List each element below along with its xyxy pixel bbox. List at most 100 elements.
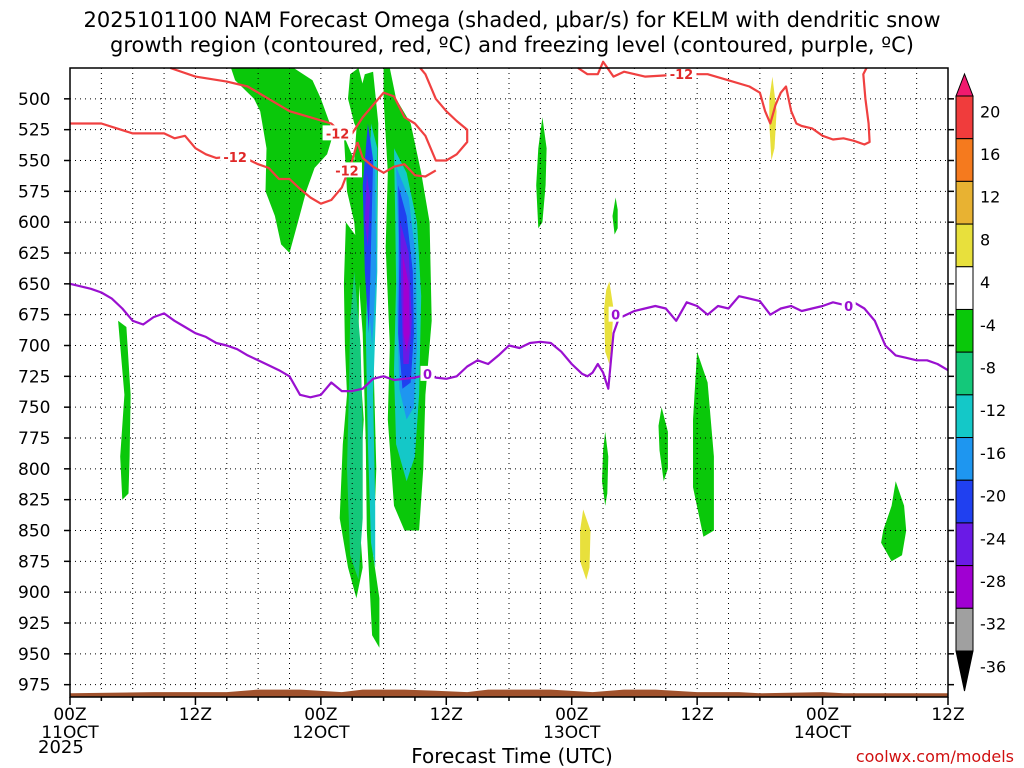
credit-link[interactable]: coolwx.com/models <box>855 747 1014 766</box>
omega-shading <box>118 68 907 648</box>
colorbar-label-0: 20 <box>980 102 1000 121</box>
chart-title: 2025101100 NAM Forecast Omega (shaded, μ… <box>0 8 1024 58</box>
y-tick-label-875: 875 <box>18 552 50 572</box>
colorbar-top-arrow <box>955 72 974 97</box>
colorbar-label-11: -28 <box>980 572 1006 591</box>
x-tick-date-48: 13OCT <box>543 723 601 743</box>
omega-region-16 <box>536 117 547 229</box>
y-tick-label-600: 600 <box>18 213 50 233</box>
y-tick-label-750: 750 <box>18 398 50 418</box>
dgz-label-bg-0 <box>220 148 251 164</box>
freezing-label-bg-0 <box>420 365 435 381</box>
colorbar-label-9: -20 <box>980 487 1006 506</box>
y-tick-label-725: 725 <box>18 367 50 387</box>
colorbar-segment-9 <box>955 479 974 524</box>
omega-region-12 <box>364 172 370 247</box>
colorbar-label-13: -36 <box>980 657 1006 676</box>
y-tick-label-525: 525 <box>18 121 50 141</box>
freezing-level-contour <box>69 282 949 399</box>
colorbar-segment-4 <box>955 266 974 310</box>
chart-title-line1: 2025101100 NAM Forecast Omega (shaded, μ… <box>83 8 941 32</box>
x-tick-label-24: 00Z <box>304 705 337 725</box>
y-tick-label-775: 775 <box>18 429 50 449</box>
omega-region-14 <box>402 253 410 352</box>
colorbar-label-5: -4 <box>980 316 996 335</box>
y-tick-label-675: 675 <box>18 306 50 326</box>
colorbar-label-8: -16 <box>980 444 1006 463</box>
freezing-label-bg-2 <box>841 298 856 314</box>
plot-area <box>70 68 948 697</box>
y-tick-label-650: 650 <box>18 275 50 295</box>
x-tick-label-60: 12Z <box>681 705 714 725</box>
colorbar-segment-8 <box>955 437 974 481</box>
x-tick-label-84: 12Z <box>931 705 964 725</box>
omega-region-22 <box>604 281 614 364</box>
dgz-contour-2 <box>356 141 437 178</box>
colorbar-segment-1 <box>955 138 974 182</box>
freezing-label-bg-1 <box>608 306 623 322</box>
colorbar-label-7: -12 <box>980 401 1006 420</box>
colorbar-label-12: -32 <box>980 615 1006 634</box>
dgz-contour-3 <box>577 60 871 146</box>
y-tick-label-500: 500 <box>18 90 50 110</box>
omega-region-17 <box>612 197 618 235</box>
x-tick-date-24: 12OCT <box>292 723 350 743</box>
freezing-level-label-0: 0 <box>423 368 432 383</box>
y-tick-label-825: 825 <box>18 491 50 511</box>
x-axis-year-label: 2025 <box>38 737 84 758</box>
dgz-contour-label-2: -12 <box>335 164 359 179</box>
colorbar-segment-6 <box>955 351 974 396</box>
colorbar-label-2: 12 <box>980 188 1000 207</box>
colorbar-segment-7 <box>955 394 974 439</box>
y-axis: 500 525 550 575 600 625 650 675 700 725 750 775 800 8… <box>18 90 954 696</box>
y-tick-label-550: 550 <box>18 152 50 172</box>
y-tick-label-975: 975 <box>18 676 50 696</box>
colorbar-segment-3 <box>955 223 974 268</box>
colorbar-bottom-arrow <box>955 650 974 692</box>
x-axis-title: Forecast Time (UTC) <box>411 744 613 768</box>
x-tick-label-36: 12Z <box>430 705 463 725</box>
colorbar-segment-11 <box>955 565 974 609</box>
y-tick-label-950: 950 <box>18 645 50 665</box>
y-tick-label-925: 925 <box>18 614 50 634</box>
terrain-band <box>70 689 948 697</box>
y-tick-label-900: 900 <box>18 583 50 603</box>
freezing-level-label-1: 0 <box>611 309 620 324</box>
dgz-contour-label-3: -12 <box>670 68 694 83</box>
colorbar-segment-5 <box>955 308 974 353</box>
dgz-contour-1 <box>169 66 469 162</box>
omega-region-19 <box>658 407 668 482</box>
dgz-contour-label-1: -12 <box>326 127 350 142</box>
chart-title-line2: growth region (contoured, red, ºC) and f… <box>110 33 914 57</box>
y-tick-label-575: 575 <box>18 182 50 202</box>
colorbar-segment-2 <box>955 180 974 225</box>
colorbar-segment-10 <box>955 522 974 567</box>
omega-region-20 <box>693 351 714 537</box>
omega-region-15 <box>118 320 131 500</box>
y-tick-label-800: 800 <box>18 460 50 480</box>
omega-region-0 <box>231 68 334 253</box>
x-tick-date-0: 11OCT <box>41 723 99 743</box>
dgz-label-bg-1 <box>322 125 353 141</box>
x-tick-label-48: 00Z <box>555 705 588 725</box>
dgz-contour-0 <box>70 122 359 205</box>
dgz-label-bg-3 <box>666 66 697 82</box>
x-tick-date-72: 14OCT <box>794 723 852 743</box>
colorbar-label-10: -24 <box>980 529 1006 548</box>
terrain-surface <box>70 689 948 697</box>
plot-background <box>70 68 948 697</box>
omega-region-24 <box>769 76 777 161</box>
x-tick-label-12: 12Z <box>179 705 212 725</box>
y-tick-label-700: 700 <box>18 337 50 357</box>
omega-region-23 <box>580 509 591 580</box>
dgz-label-bg-2 <box>331 162 362 178</box>
y-tick-label-850: 850 <box>18 522 50 542</box>
colorbar: 20 16 12 8 4 -4 -8 -12 -16 -20 -24 -28 -32 -36 <box>955 72 1006 692</box>
colorbar-label-3: 8 <box>980 230 990 249</box>
omega-region-21 <box>881 481 907 562</box>
y-tick-label-625: 625 <box>18 244 50 264</box>
freezing-level-label-2: 0 <box>844 300 853 315</box>
colorbar-segment-0 <box>955 95 974 140</box>
x-tick-label-0: 00Z <box>53 705 86 725</box>
